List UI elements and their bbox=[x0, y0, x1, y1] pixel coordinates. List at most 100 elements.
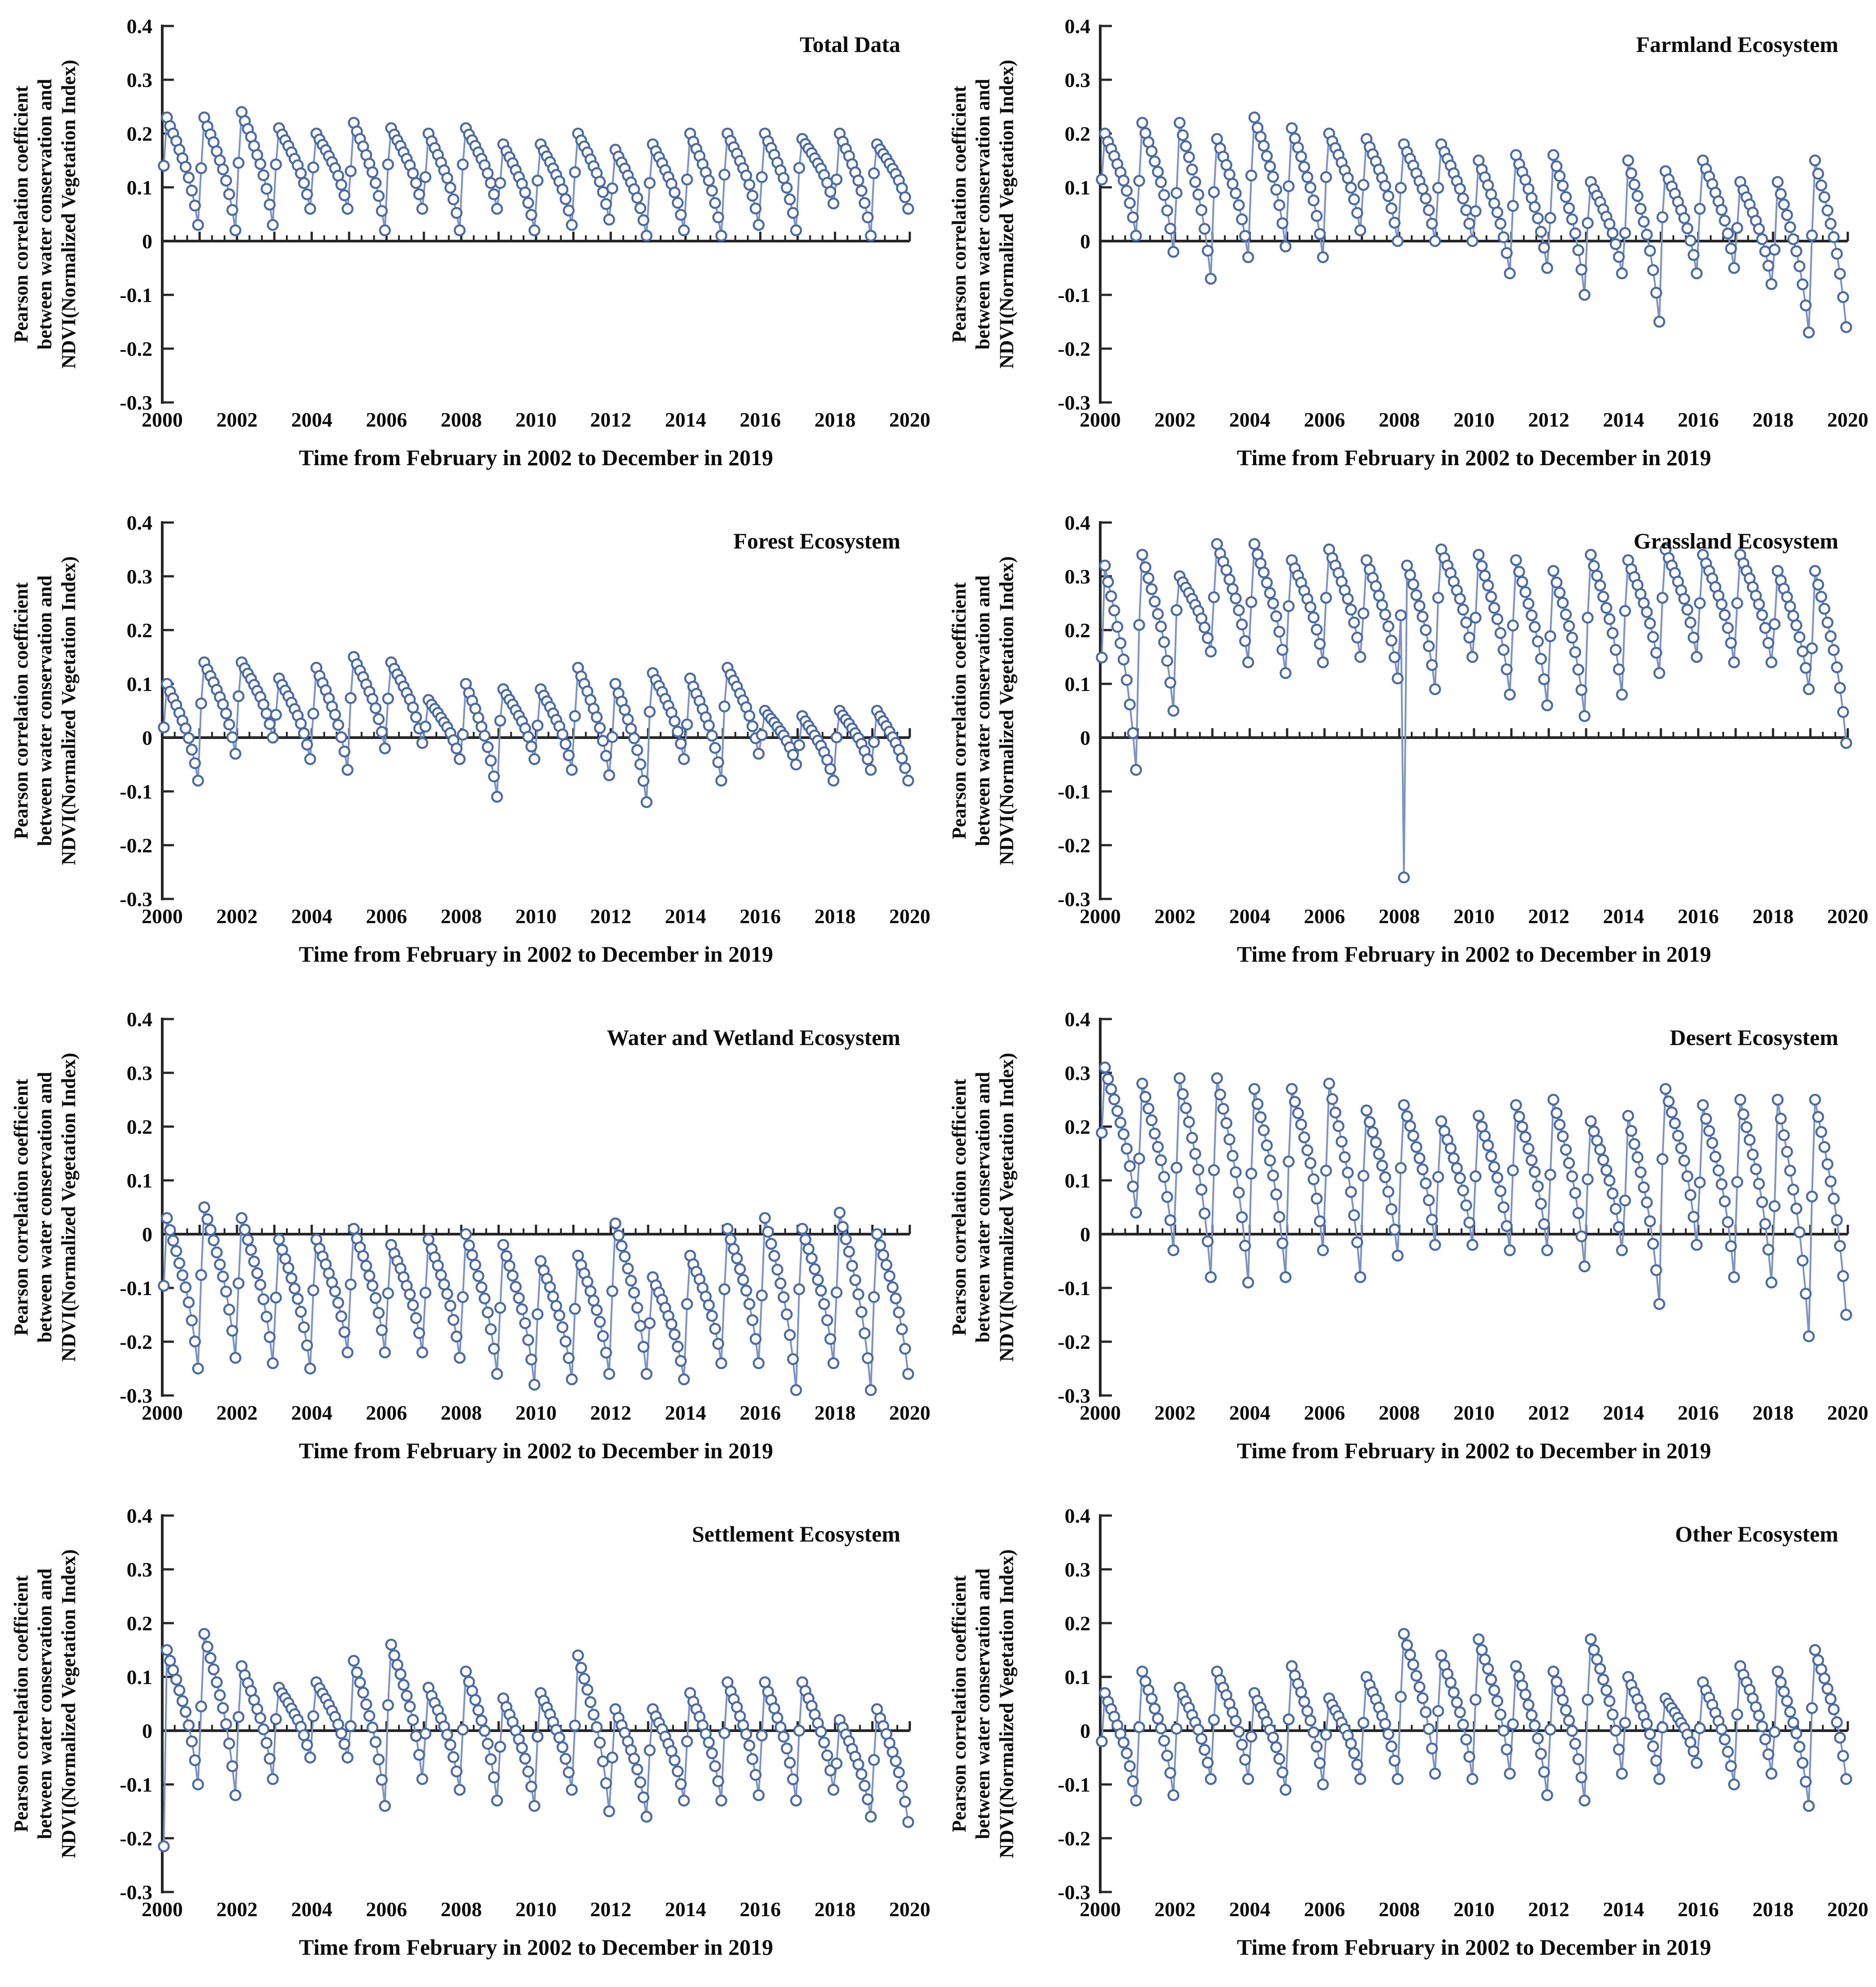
svg-text:2002: 2002 bbox=[216, 408, 258, 431]
chart-panel-other-ecosystem: 0.4 0.3 0.2 0.1 0 -0.1 -0.2 -0.3 2000 2002 2004 200… bbox=[938, 1490, 1876, 1986]
x-axis-label: Time from February in 2002 to December i… bbox=[1236, 1438, 1712, 1463]
svg-text:2010: 2010 bbox=[515, 408, 557, 431]
svg-text:2008: 2008 bbox=[441, 408, 482, 431]
svg-text:0: 0 bbox=[1080, 1223, 1090, 1246]
svg-text:0.1: 0.1 bbox=[1065, 673, 1091, 695]
svg-text:2002: 2002 bbox=[1154, 905, 1196, 928]
svg-text:0.3: 0.3 bbox=[1065, 1558, 1091, 1581]
svg-text:2020: 2020 bbox=[1827, 408, 1868, 431]
svg-text:-0.1: -0.1 bbox=[1058, 780, 1090, 803]
svg-text:-0.1: -0.1 bbox=[1058, 284, 1090, 307]
y-axis-label-line: NDVI(Normalized Vegetation Index) bbox=[995, 60, 1018, 369]
chart-panel-settlement-ecosystem: 0.4 0.3 0.2 0.1 0 -0.1 -0.2 -0.3 2000 2002 2004 200… bbox=[0, 1490, 938, 1986]
svg-text:-0.2: -0.2 bbox=[1058, 1330, 1090, 1353]
y-axis-label-line: NDVI(Normalized Vegetation Index) bbox=[995, 1549, 1018, 1858]
y-axis-label: Pearson correlation coefficient between … bbox=[9, 1509, 81, 1899]
svg-text:2006: 2006 bbox=[366, 905, 407, 928]
svg-text:-0.2: -0.2 bbox=[120, 337, 152, 360]
svg-text:0.1: 0.1 bbox=[1065, 176, 1091, 199]
svg-text:2020: 2020 bbox=[1827, 1898, 1868, 1921]
svg-text:2014: 2014 bbox=[665, 408, 706, 431]
chart-title: Total Data bbox=[800, 32, 900, 57]
svg-text:-0.3: -0.3 bbox=[120, 888, 152, 911]
svg-text:0.1: 0.1 bbox=[1065, 1169, 1091, 1192]
svg-text:-0.2: -0.2 bbox=[120, 1827, 152, 1850]
y-axis-label: Pearson correlation coefficient between … bbox=[9, 1012, 81, 1402]
svg-text:-0.2: -0.2 bbox=[1058, 834, 1090, 857]
svg-text:2008: 2008 bbox=[1379, 1898, 1420, 1921]
svg-text:2004: 2004 bbox=[291, 408, 333, 431]
svg-text:-0.3: -0.3 bbox=[120, 1881, 152, 1904]
svg-text:0.3: 0.3 bbox=[1065, 565, 1091, 588]
svg-text:-0.3: -0.3 bbox=[1058, 888, 1090, 911]
svg-text:2012: 2012 bbox=[590, 408, 631, 431]
svg-text:-0.3: -0.3 bbox=[1058, 391, 1090, 414]
y-axis-label: Pearson correlation coefficient between … bbox=[947, 19, 1019, 409]
y-axis-label-line: between water conservation and bbox=[34, 1568, 56, 1840]
svg-text:0.3: 0.3 bbox=[1065, 69, 1091, 91]
svg-text:2000: 2000 bbox=[142, 905, 183, 928]
chart-title: Forest Ecosystem bbox=[733, 528, 900, 553]
y-axis-label-line: NDVI(Normalized Vegetation Index) bbox=[995, 1053, 1018, 1362]
y-axis-label-line: Pearson correlation coefficient bbox=[948, 1575, 970, 1832]
svg-text:2004: 2004 bbox=[1229, 905, 1271, 928]
y-axis-label-line: between water conservation and bbox=[972, 1568, 994, 1840]
svg-text:-0.1: -0.1 bbox=[1058, 1773, 1090, 1796]
svg-text:2008: 2008 bbox=[1379, 1401, 1420, 1424]
y-axis-label-line: between water conservation and bbox=[34, 78, 56, 350]
svg-text:2016: 2016 bbox=[1677, 905, 1719, 928]
svg-text:0: 0 bbox=[142, 726, 152, 749]
svg-text:0.3: 0.3 bbox=[127, 1062, 153, 1084]
svg-text:2002: 2002 bbox=[216, 1401, 258, 1424]
y-axis-label-line: Pearson correlation coefficient bbox=[948, 86, 970, 343]
svg-text:2004: 2004 bbox=[291, 905, 333, 928]
svg-text:2004: 2004 bbox=[291, 1898, 333, 1921]
svg-text:2014: 2014 bbox=[1603, 1401, 1644, 1424]
svg-text:0.2: 0.2 bbox=[1065, 122, 1091, 145]
svg-text:2004: 2004 bbox=[1229, 1898, 1271, 1921]
svg-text:2016: 2016 bbox=[739, 905, 781, 928]
svg-text:-0.2: -0.2 bbox=[1058, 1827, 1090, 1850]
svg-text:2006: 2006 bbox=[366, 1898, 407, 1921]
svg-text:-0.1: -0.1 bbox=[120, 1773, 152, 1796]
y-axis-label-line: between water conservation and bbox=[34, 1071, 56, 1343]
svg-text:2020: 2020 bbox=[889, 408, 930, 431]
y-axis-label-line: Pearson correlation coefficient bbox=[10, 582, 32, 839]
x-axis-label: Time from February in 2002 to December i… bbox=[298, 445, 774, 470]
svg-text:2010: 2010 bbox=[1453, 408, 1495, 431]
svg-text:0: 0 bbox=[142, 230, 152, 253]
y-axis-label: Pearson correlation coefficient between … bbox=[9, 19, 81, 409]
chart-panel-farmland-ecosystem: 0.4 0.3 0.2 0.1 0 -0.1 -0.2 -0.3 2000 2002 2004 200… bbox=[938, 0, 1876, 497]
svg-text:0: 0 bbox=[1080, 230, 1090, 253]
svg-text:-0.2: -0.2 bbox=[120, 1330, 152, 1353]
chart-title: Farmland Ecosystem bbox=[1636, 32, 1838, 57]
svg-text:2008: 2008 bbox=[1379, 905, 1420, 928]
y-axis-label: Pearson correlation coefficient between … bbox=[9, 516, 81, 906]
svg-text:2012: 2012 bbox=[1528, 1898, 1569, 1921]
svg-text:0.3: 0.3 bbox=[127, 69, 153, 91]
svg-text:0.4: 0.4 bbox=[127, 15, 153, 38]
svg-text:-0.3: -0.3 bbox=[120, 1384, 152, 1407]
svg-text:2018: 2018 bbox=[814, 408, 856, 431]
svg-text:2002: 2002 bbox=[216, 905, 258, 928]
svg-text:-0.1: -0.1 bbox=[120, 284, 152, 307]
svg-text:2000: 2000 bbox=[1080, 408, 1121, 431]
svg-text:2012: 2012 bbox=[590, 1898, 631, 1921]
svg-text:0: 0 bbox=[142, 1719, 152, 1742]
svg-text:2004: 2004 bbox=[1229, 1401, 1271, 1424]
chart-panel-total-data: 0.4 0.3 0.2 0.1 0 -0.1 -0.2 -0.3 2000 2002 2004 200… bbox=[0, 0, 938, 497]
svg-text:0.1: 0.1 bbox=[127, 1169, 153, 1192]
svg-text:0: 0 bbox=[142, 1223, 152, 1246]
svg-text:2016: 2016 bbox=[739, 1898, 781, 1921]
svg-text:2012: 2012 bbox=[1528, 408, 1569, 431]
svg-text:0.4: 0.4 bbox=[127, 1504, 153, 1527]
y-axis-label-line: between water conservation and bbox=[972, 1071, 994, 1343]
svg-text:2016: 2016 bbox=[1677, 408, 1719, 431]
y-axis-label-line: NDVI(Normalized Vegetation Index) bbox=[57, 1053, 80, 1362]
y-axis-label: Pearson correlation coefficient between … bbox=[947, 1509, 1019, 1899]
